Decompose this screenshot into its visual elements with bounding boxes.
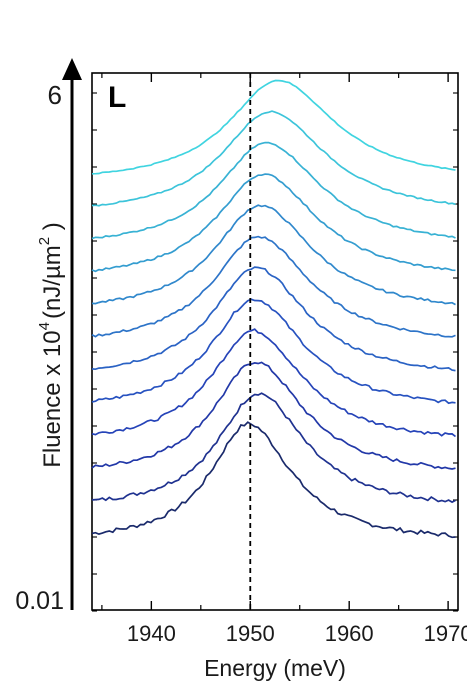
spectrum-line bbox=[91, 328, 457, 438]
x-axis-title: Energy (meV) bbox=[204, 655, 346, 681]
spectrum-line bbox=[91, 79, 456, 175]
x-tick-label: 1950 bbox=[226, 621, 275, 646]
ticks-layer: 1940 1950 1960 1970 bbox=[92, 73, 467, 646]
x-tick-label: 1960 bbox=[325, 621, 374, 646]
x-tick-label: 1970 bbox=[424, 621, 467, 646]
series-layer bbox=[91, 79, 457, 539]
y-axis-title: Fluence x 104 (nJ/µm2 ) bbox=[36, 222, 66, 468]
spectrum-line bbox=[91, 361, 456, 470]
y-bottom-label: 0.01 bbox=[15, 587, 64, 615]
spectrum-line bbox=[91, 298, 456, 405]
spectrum-line bbox=[91, 392, 456, 504]
y-title-sup: 4 bbox=[36, 322, 53, 330]
panel-label: L bbox=[108, 81, 126, 114]
spectrum-line bbox=[91, 110, 456, 207]
spectrum-line bbox=[91, 266, 456, 372]
svg-text:Fluence x 104(nJ/µm2 ): Fluence x 104 (nJ/µm2 ) bbox=[36, 222, 66, 468]
y-arrow-head bbox=[62, 58, 82, 80]
y-top-label: 6 bbox=[48, 80, 62, 110]
y-title-unit-open: (nJ/µm bbox=[39, 245, 66, 319]
x-tick-label: 1940 bbox=[127, 621, 176, 646]
spectrum-line bbox=[91, 141, 456, 240]
y-title-unit-close: ) bbox=[39, 222, 66, 237]
plot-frame bbox=[91, 72, 459, 611]
spectrum-line bbox=[91, 421, 456, 539]
spectrum-line bbox=[91, 204, 456, 306]
y-title-unit-sup: 2 bbox=[36, 237, 53, 245]
spectrum-line bbox=[91, 235, 456, 338]
spectrum-line bbox=[91, 173, 456, 273]
y-title-main: Fluence x 10 bbox=[39, 330, 66, 467]
